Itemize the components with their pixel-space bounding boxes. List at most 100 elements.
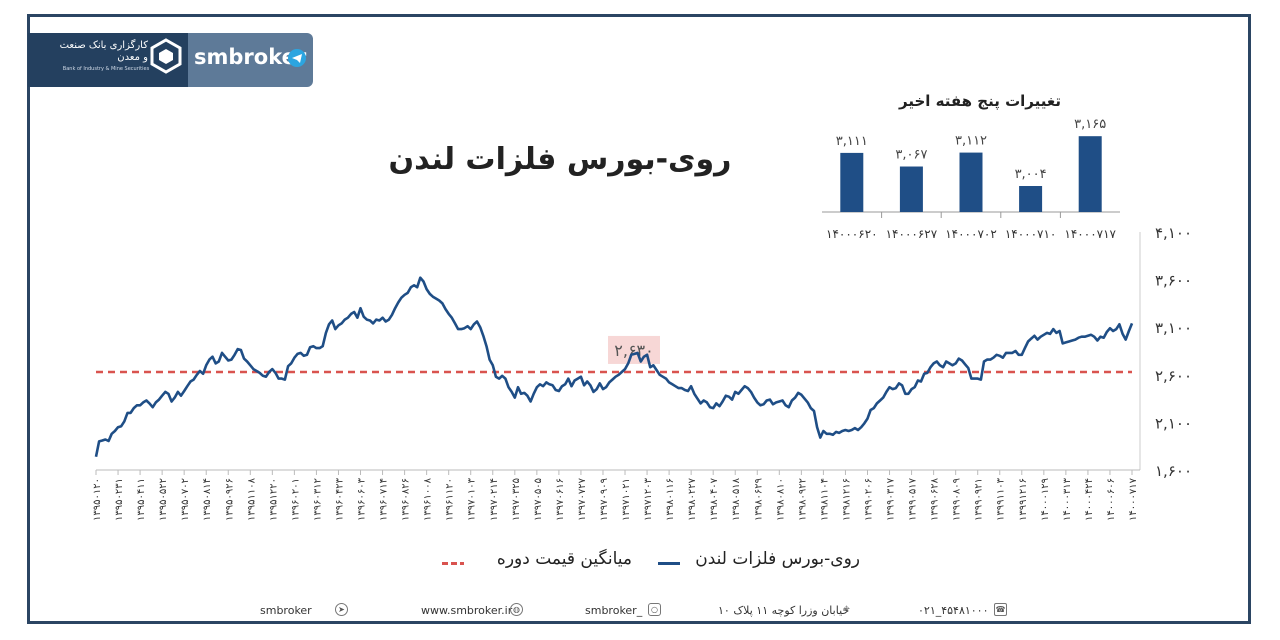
x-tick-label: ۱۳۹۷۰۷۲۷	[577, 477, 588, 521]
x-tick-label: ۱۳۹۵۱۲۲۰	[268, 478, 279, 521]
x-tick-label: ۱۳۹۵۰۲۳۱	[114, 478, 125, 521]
legend-item-average: میانگین قیمت دوره	[497, 549, 632, 569]
x-tick-label: ۱۳۹۷۰۲۱۴	[489, 478, 500, 521]
x-tick-label: ۱۳۹۵۱۱۰۸	[246, 477, 257, 521]
x-tick-label: ۱۳۹۶۰۲۰۱	[290, 478, 301, 521]
average-label: ۲,۶۳۰	[614, 341, 653, 360]
x-tick-label: ۱۳۹۸۰۸۱۰	[775, 478, 786, 521]
footer-phone: ۰۲۱_۴۵۴۸۱۰۰۰	[918, 604, 989, 617]
x-tick-label: ۱۳۹۷۱۰۲۱	[621, 478, 632, 521]
globe-icon[interactable]: ◍	[510, 603, 523, 616]
y-tick-label: ۴,۱۰۰	[1155, 224, 1192, 242]
x-tick-label: ۱۳۹۷۰۵۰۵	[533, 478, 544, 521]
x-tick-label: ۱۳۹۷۰۳۲۵	[511, 478, 522, 521]
x-tick-label: ۱۳۹۹۰۳۱۷	[886, 477, 897, 521]
average-label-bg	[608, 335, 660, 364]
y-tick-label: ۳,۱۰۰	[1155, 319, 1192, 337]
bar	[840, 152, 864, 212]
bar-category-label: ۱۴۰۰۰۷۱۰	[1005, 227, 1057, 241]
bar	[899, 166, 923, 212]
bar-category-label: ۱۴۰۰۰۷۰۲	[945, 227, 997, 241]
bar-value-label: ۳,۱۶۵	[1074, 117, 1106, 132]
bar-category-label: ۱۴۰۰۰۷۱۷	[1064, 227, 1116, 241]
location-icon: ⌖	[843, 601, 850, 615]
x-tick-label: ۱۳۹۹۱۱۰۳	[996, 477, 1007, 521]
bar-category-label: ۱۴۰۰۰۶۲۷	[886, 227, 938, 241]
line-chart-series: ۲,۶۳۰	[94, 276, 1134, 457]
x-tick-label: ۱۳۹۶۰۳۱۲	[312, 478, 323, 521]
x-tick-label: ۱۳۹۹۰۶۲۸	[930, 477, 941, 521]
x-tick-label: ۱۳۹۵۰۹۲۶	[224, 478, 235, 521]
y-tick-label: ۳,۶۰۰	[1155, 272, 1192, 290]
x-tick-label: ۱۳۹۹۰۲۰۶	[863, 478, 874, 521]
x-tick-label: ۱۳۹۶۱۱۲۰	[445, 478, 456, 521]
y-tick-label: ۲,۱۰۰	[1155, 414, 1192, 432]
phone-icon: ☎	[994, 603, 1007, 616]
line-chart-axes: ۱,۶۰۰ ۲,۱۰۰ ۲,۶۰۰ ۳,۱۰۰ ۳,۶۰۰ ۴,۱۰۰ ۱۳۹۵۰۱۲۰ ۱۳…	[92, 224, 1192, 521]
bar	[1078, 136, 1102, 212]
chart-title: روی-بورس فلزات لندن	[388, 142, 732, 177]
x-tick-label: ۱۳۹۸۱۲۱۶	[841, 478, 852, 521]
x-tick-label: ۱۳۹۶۱۰۰۸	[423, 477, 434, 521]
x-tick-label: ۱۴۰۰۰۴۲۴	[1084, 478, 1095, 521]
x-tick-label: ۱۳۹۵۰۵۲۲	[158, 478, 169, 521]
x-tick-label: ۱۳۹۸۰۹۲۲	[797, 478, 808, 521]
x-tick-label: ۱۳۹۷۰۶۱۶	[555, 478, 566, 521]
telegram-icon[interactable]: ➤	[335, 603, 348, 616]
x-tick-label: ۱۳۹۸۰۱۱۶	[665, 478, 676, 521]
x-tick-label: ۱۴۰۰۰۶۰۶	[1106, 478, 1117, 521]
x-tick-label: ۱۳۹۹۱۲۱۶	[1018, 478, 1029, 521]
x-tick-label: ۱۳۹۸۰۲۲۷	[687, 477, 698, 521]
bar-chart: ۳,۱۱۱ ۱۴۰۰۰۶۲۰ ۳,۰۶۷ ۱۴۰۰۰۶۲۷ ۳,۱۱۲ ۱۴۰۰۰۷۰۲ ۳…	[822, 117, 1120, 241]
x-tick-label: ۱۳۹۷۰۹۰۹	[599, 478, 610, 521]
bar-chart-title: تغییرات پنج هفته اخیر	[899, 92, 1061, 110]
x-tick-label: ۱۳۹۵۰۱۲۰	[92, 478, 103, 521]
legend-series-label: روی-بورس فلزات لندن	[695, 549, 860, 569]
legend-average-swatch	[442, 562, 464, 565]
y-tick-label: ۲,۶۰۰	[1155, 367, 1192, 385]
brand-name: smbroker	[194, 45, 307, 69]
x-tick-label: ۱۳۹۸۰۶۲۹	[753, 478, 764, 521]
footer-address: خیابان وزرا کوچه ۱۱ پلاک ۱۰	[718, 604, 850, 617]
bar-value-label: ۳,۱۱۲	[955, 134, 987, 149]
x-tick-label: ۱۳۹۶۰۶۰۳	[357, 477, 368, 521]
x-tick-label: ۱۳۹۹۰۹۲۱	[974, 478, 985, 521]
x-tick-label: ۱۳۹۸۰۴۰۷	[709, 477, 720, 521]
x-tick-label: ۱۳۹۷۱۲۰۳	[643, 477, 654, 521]
x-tick-label: ۱۳۹۶۰۴۲۳	[334, 477, 345, 521]
x-tick-label: ۱۳۹۸۰۵۱۸	[731, 477, 742, 521]
x-tick-label: ۱۴۰۰۰۳۱۳	[1062, 477, 1073, 521]
y-tick-label: ۱,۶۰۰	[1155, 462, 1192, 480]
page-frame	[27, 14, 1251, 624]
x-tick-label: ۱۳۹۶۰۸۲۶	[401, 478, 412, 521]
legend-item-series: روی-بورس فلزات لندن	[695, 549, 860, 569]
x-tick-label: ۱۳۹۵۰۸۱۴	[202, 478, 213, 521]
series-line	[94, 276, 1134, 457]
bar	[959, 152, 983, 212]
bar-value-label: ۳,۰۶۷	[895, 148, 927, 163]
bar-value-label: ۳,۰۰۴	[1015, 167, 1047, 182]
legend-average-label: میانگین قیمت دوره	[496, 549, 632, 569]
footer-website[interactable]: www.smbroker.ir	[421, 604, 513, 617]
x-tick-label: ۱۳۹۹۰۵۱۷	[908, 477, 919, 521]
bank-subtitle: Bank of Industry & Mine Securities	[62, 66, 150, 72]
x-tick-label: ۱۳۹۸۱۱۰۴	[819, 478, 830, 521]
x-tick-label: ۱۳۹۵۰۷۰۲	[180, 478, 191, 521]
x-tick-label: ۱۳۹۹۰۸۰۹	[952, 478, 963, 521]
footer-instagram[interactable]: smbroker_	[585, 604, 643, 617]
x-tick-label: ۱۳۹۷۰۱۰۳	[467, 477, 478, 521]
bar-value-label: ۳,۱۱۱	[836, 134, 868, 149]
bar-category-label: ۱۴۰۰۰۶۲۰	[826, 227, 878, 241]
bar	[1019, 186, 1043, 212]
telegram-icon[interactable]	[288, 49, 306, 67]
instagram-icon[interactable]: ○	[648, 603, 661, 616]
legend-series-swatch	[658, 562, 680, 565]
x-tick-label: ۱۳۹۶۰۷۱۴	[379, 478, 390, 521]
bank-name: کارگزاری بانک صنعت و معدن	[59, 40, 148, 63]
x-tick-label: ۱۳۹۵۰۴۱۱	[136, 478, 147, 521]
footer-telegram[interactable]: smbroker	[260, 604, 312, 617]
x-tick-label: ۱۴۰۰۰۱۲۹	[1040, 478, 1051, 521]
x-tick-label: ۱۴۰۰۰۷۱۷	[1128, 477, 1139, 521]
footer: smbroker ➤ www.smbroker.ir ◍ smbroker_ ○…	[28, 600, 1250, 624]
